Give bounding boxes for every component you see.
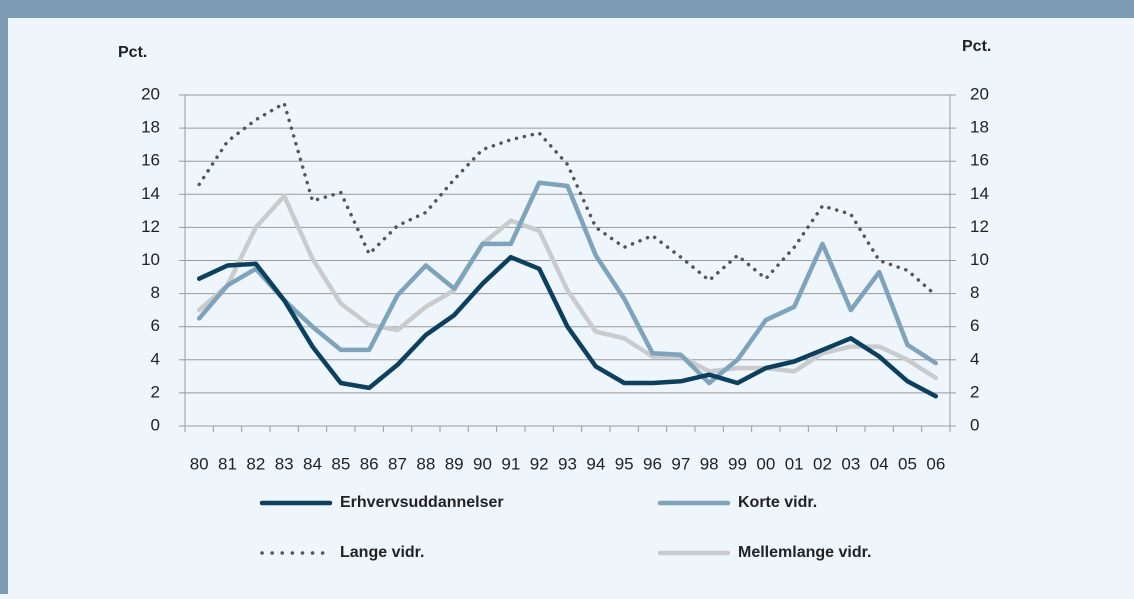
series-line <box>196 193 939 381</box>
x-tick-label: 04 <box>870 454 889 473</box>
x-tick-label: 86 <box>360 454 379 473</box>
x-tick-label: 87 <box>388 454 407 473</box>
y-tick-label: 6 <box>151 316 160 335</box>
y2-tick-label: 20 <box>970 84 989 103</box>
y2-tick-label: 8 <box>970 283 979 302</box>
x-tick-label: 88 <box>416 454 435 473</box>
x-tick-label: 83 <box>275 454 294 473</box>
x-tick-label: 98 <box>700 454 719 473</box>
y-tick-label: 4 <box>151 349 160 368</box>
x-tick-label: 97 <box>671 454 690 473</box>
x-tick-label: 85 <box>331 454 350 473</box>
y2-tick-label: 10 <box>970 250 989 269</box>
y2-tick-label: 12 <box>970 217 989 236</box>
y2-tick-label: 6 <box>970 316 979 335</box>
x-tick-label: 02 <box>813 454 832 473</box>
x-tick-label: 89 <box>445 454 464 473</box>
y-axis-label: Pct. <box>118 44 147 61</box>
y2-tick-label: 2 <box>970 382 979 401</box>
y2-tick-label: 0 <box>970 415 979 434</box>
legend-label: Lange vidr. <box>340 544 424 561</box>
x-tick-label: 81 <box>218 454 237 473</box>
x-tick-label: 96 <box>643 454 662 473</box>
x-tick-label: 93 <box>558 454 577 473</box>
top-bar <box>0 0 1134 18</box>
x-tick-label: 03 <box>841 454 860 473</box>
y-tick-label: 12 <box>141 217 160 236</box>
x-tick-label: 92 <box>530 454 549 473</box>
x-tick-label: 06 <box>926 454 945 473</box>
y-tick-label: 2 <box>151 382 160 401</box>
y-tick-label: 10 <box>141 250 160 269</box>
y-tick-label: 0 <box>151 415 160 434</box>
x-tick-label: 00 <box>756 454 775 473</box>
legend-label: Mellemlange vidr. <box>738 544 871 561</box>
left-strip <box>0 0 8 594</box>
x-tick-label: 01 <box>785 454 804 473</box>
y2-tick-label: 16 <box>970 151 989 170</box>
y-tick-label: 20 <box>141 84 160 103</box>
x-tick-label: 84 <box>303 454 322 473</box>
y2-tick-label: 18 <box>970 118 989 137</box>
x-tick-label: 99 <box>728 454 747 473</box>
y-tick-label: 14 <box>141 184 160 203</box>
legend-label: Korte vidr. <box>738 494 817 511</box>
x-tick-label: 95 <box>615 454 634 473</box>
x-tick-label: 82 <box>246 454 265 473</box>
x-tick-label: 94 <box>586 454 605 473</box>
y-tick-label: 18 <box>141 118 160 137</box>
y2-tick-label: 14 <box>970 184 989 203</box>
y2-axis-label: Pct. <box>962 38 991 55</box>
legend-label: Erhvervsuddannelser <box>340 494 504 511</box>
y-tick-label: 16 <box>141 151 160 170</box>
series-line <box>196 254 939 399</box>
y-tick-label: 8 <box>151 283 160 302</box>
series-line <box>197 101 938 298</box>
x-tick-label: 05 <box>898 454 917 473</box>
x-tick-label: 80 <box>190 454 209 473</box>
x-tick-label: 91 <box>501 454 520 473</box>
x-tick-label: 90 <box>473 454 492 473</box>
y2-tick-label: 4 <box>970 349 979 368</box>
series-line <box>196 180 939 386</box>
